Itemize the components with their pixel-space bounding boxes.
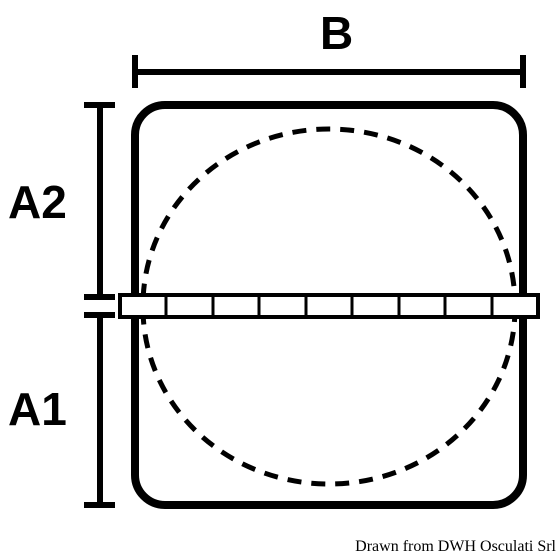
diagram-container: B A2 A1 Drawn from DWH Osculati Srl: [0, 0, 560, 560]
diagram-svg: [0, 0, 560, 560]
label-A2: A2: [8, 175, 67, 229]
label-B: B: [320, 6, 353, 60]
hinge-band: [120, 295, 538, 317]
credit-text: Drawn from DWH Osculati Srl: [355, 538, 556, 556]
dimension-A2: [84, 105, 115, 297]
label-A1: A1: [8, 382, 67, 436]
dimension-A1: [84, 315, 115, 505]
